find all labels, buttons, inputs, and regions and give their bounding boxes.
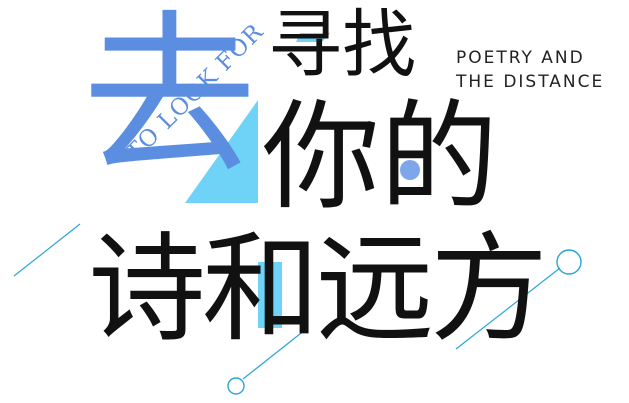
text-nide: 你的 bbox=[262, 88, 499, 226]
cyan-accent-bar bbox=[296, 33, 330, 42]
deco-circle-bottom bbox=[227, 377, 245, 395]
deco-line-bottom bbox=[242, 329, 306, 380]
cyan-triangle bbox=[185, 100, 258, 203]
deco-line-right bbox=[455, 267, 561, 350]
cyan-accent-block bbox=[258, 262, 282, 328]
text-xunzhao: 寻找 bbox=[268, 2, 416, 88]
deco-circle-right bbox=[556, 249, 582, 275]
text-shihe-yuanfang: 诗和远方 bbox=[88, 220, 548, 358]
char-qu: 去 bbox=[82, 0, 257, 199]
blue-dot bbox=[400, 160, 420, 180]
deco-line-left bbox=[13, 223, 81, 277]
english-line-2: THE DISTANCE bbox=[456, 72, 605, 92]
english-line-1: POETRY AND bbox=[456, 48, 585, 68]
